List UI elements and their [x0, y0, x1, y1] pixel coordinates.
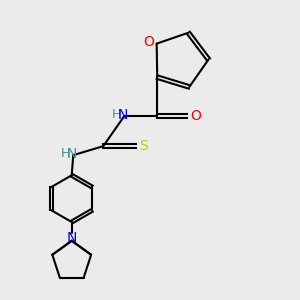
- Text: N: N: [67, 147, 77, 161]
- Text: N: N: [67, 231, 77, 245]
- Text: H: H: [112, 108, 122, 121]
- Text: O: O: [144, 35, 154, 49]
- Text: N: N: [118, 108, 128, 122]
- Text: O: O: [190, 109, 201, 123]
- Text: S: S: [140, 139, 148, 153]
- Text: H: H: [61, 147, 70, 160]
